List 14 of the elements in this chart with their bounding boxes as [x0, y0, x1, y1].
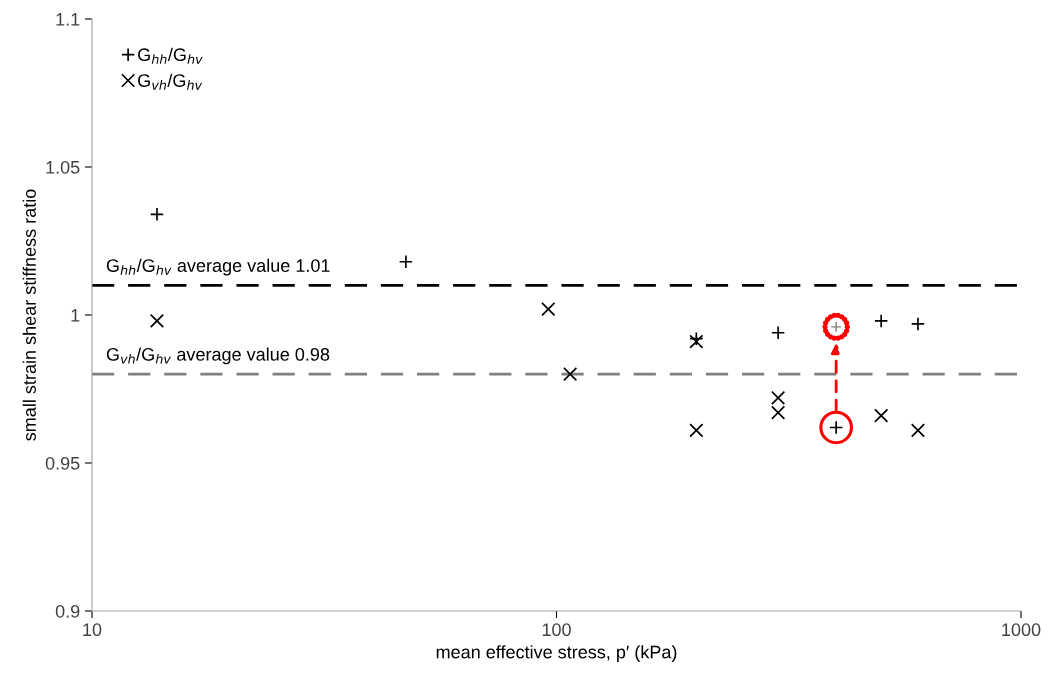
y-axis-title: small strain shear stiffness ratio: [22, 189, 36, 441]
x-tick-label: 1000: [1002, 623, 1041, 637]
ref-line-label: G$_{vh}$/G$_{hv}$ average value 0.98: [106, 347, 330, 365]
y-tick-label: 0.9: [55, 604, 80, 618]
y-tick-label: 0.95: [45, 456, 80, 470]
x-axis-title: mean effective stress, p′ (kPa): [436, 645, 677, 663]
legend-label: G$_{vh}$/G$_{hv}$: [138, 73, 203, 90]
x-tick-label: 10: [83, 623, 102, 637]
legend-label: G$_{hh}$/G$_{hv}$: [138, 47, 203, 64]
ref-line-label: G$_{hh}$/G$_{hv}$ average value 1.01: [106, 258, 330, 276]
x-tick-label: 100: [542, 623, 571, 637]
y-tick-label: 1: [71, 309, 80, 322]
y-tick-label: 1.05: [46, 160, 80, 174]
y-tick-label: 1.1: [56, 13, 80, 26]
